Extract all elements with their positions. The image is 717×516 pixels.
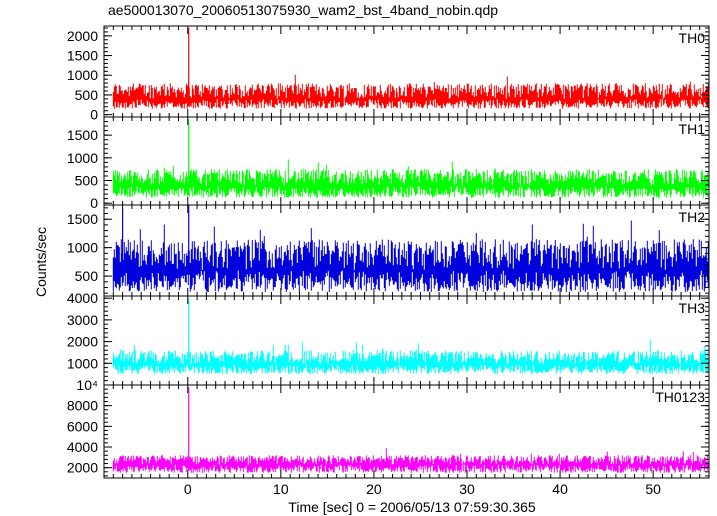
xtick-label: 50 xyxy=(645,481,661,497)
ytick-label-th0: 0 xyxy=(90,107,98,123)
xtick-label: 20 xyxy=(366,481,382,497)
panel-label-th2: TH2 xyxy=(679,209,706,225)
ytick-label-th1: 1500 xyxy=(67,127,98,143)
ytick-label-th0: 1500 xyxy=(67,48,98,64)
ytick-label-th3: 1000 xyxy=(67,355,98,371)
label-layer: Counts/sec Time [sec] 0 = 2006/05/13 07:… xyxy=(33,28,705,515)
xtick-label: 0 xyxy=(184,481,192,497)
ytick-label-th0123: 4000 xyxy=(67,439,98,455)
series-th1 xyxy=(112,159,709,198)
x-axis-label: Time [sec] 0 = 2006/05/13 07:59:30.365 xyxy=(288,499,536,515)
ytick-label-th0123: 8000 xyxy=(67,398,98,414)
panel-label-th3: TH3 xyxy=(679,300,706,316)
ytick-label-th3: 2000 xyxy=(67,334,98,350)
ytick-label-th0123: 6000 xyxy=(67,418,98,434)
xtick-label: 30 xyxy=(459,481,475,497)
series-th0 xyxy=(112,74,709,109)
ytick-label-th1: 0 xyxy=(90,195,98,211)
panel-label-th1: TH1 xyxy=(679,121,706,137)
ytick-label-th2: 500 xyxy=(75,268,99,284)
series-layer xyxy=(112,27,709,473)
y-axis-label: Counts/sec xyxy=(33,227,49,297)
ytick-label-th1: 1000 xyxy=(67,150,98,166)
ytick-label-th0: 2000 xyxy=(67,28,98,44)
panel-label-th0: TH0 xyxy=(679,30,706,46)
panel-frame-th0123 xyxy=(103,384,710,479)
ytick-label-th0: 500 xyxy=(75,87,99,103)
ytick-label-th3: 4000 xyxy=(67,290,98,306)
ytick-label-th0123: 2000 xyxy=(67,460,98,476)
xtick-label: 40 xyxy=(552,481,568,497)
series-th3 xyxy=(112,339,709,375)
ytick-label-th0: 1000 xyxy=(67,67,98,83)
ytick-label-th1: 500 xyxy=(75,173,99,189)
series-th2 xyxy=(112,220,709,292)
panel-label-th0123: TH0123 xyxy=(655,389,705,405)
series-th0123 xyxy=(112,448,709,473)
ytick-label-th2: 1500 xyxy=(67,211,98,227)
ytick-label-th0123: 10⁴ xyxy=(76,377,98,393)
ytick-label-th2: 1000 xyxy=(67,240,98,256)
xtick-label: 10 xyxy=(273,481,289,497)
ytick-label-th3: 3000 xyxy=(67,312,98,328)
chart-title: ae500013070_20060513075930_wam2_bst_4ban… xyxy=(108,2,499,18)
frame-layer xyxy=(103,25,710,479)
